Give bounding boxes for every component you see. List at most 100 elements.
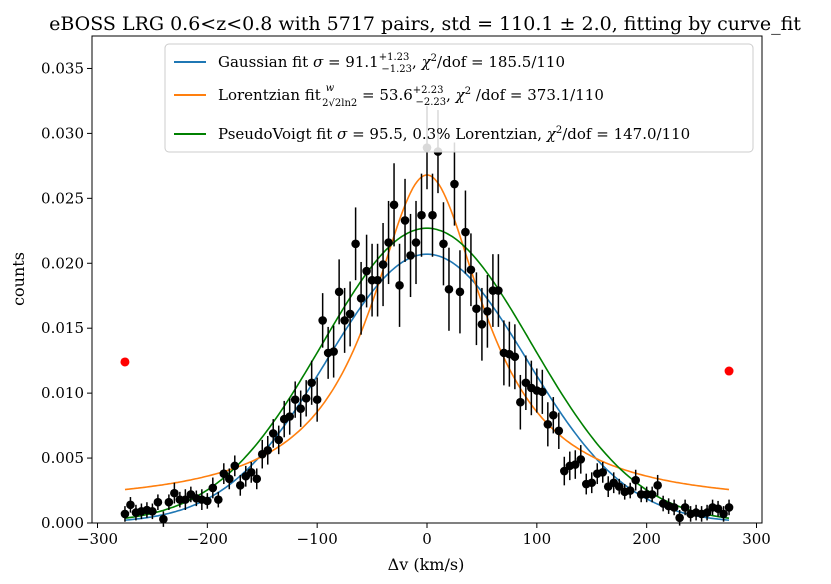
chart-title: eBOSS LRG 0.6<z<0.8 with 5717 pairs, std… bbox=[49, 13, 801, 35]
data-point bbox=[631, 475, 640, 485]
outlier-point bbox=[724, 366, 734, 376]
y-tick-label: 0.035 bbox=[41, 59, 84, 77]
data-point bbox=[148, 507, 157, 516]
data-point bbox=[384, 238, 393, 247]
data-point bbox=[263, 445, 273, 455]
data-point bbox=[675, 513, 684, 523]
data-point bbox=[400, 216, 410, 225]
x-tick-label: −200 bbox=[187, 530, 228, 548]
data-point bbox=[120, 509, 130, 519]
data-point bbox=[318, 316, 327, 325]
y-axis-label: counts bbox=[9, 252, 28, 306]
data-point bbox=[455, 287, 465, 297]
data-point bbox=[285, 412, 295, 421]
data-point bbox=[680, 503, 690, 512]
y-tick-label: 0.005 bbox=[41, 449, 84, 467]
data-point bbox=[203, 496, 212, 506]
data-point bbox=[538, 387, 547, 397]
data-point bbox=[153, 497, 163, 507]
x-tick-label: 100 bbox=[523, 530, 552, 548]
data-point bbox=[224, 474, 234, 484]
data-point bbox=[406, 251, 415, 260]
data-point bbox=[428, 210, 437, 220]
x-tick-label: 300 bbox=[742, 530, 771, 548]
data-point bbox=[516, 397, 525, 407]
data-point bbox=[356, 294, 366, 303]
data-point bbox=[713, 504, 723, 514]
data-point bbox=[576, 455, 586, 464]
data-point bbox=[549, 410, 558, 420]
data-point bbox=[461, 227, 470, 237]
data-point bbox=[274, 435, 284, 445]
data-point bbox=[450, 179, 459, 189]
data-point bbox=[570, 460, 580, 469]
data-point bbox=[345, 309, 355, 319]
outlier-point bbox=[120, 357, 130, 367]
data-point bbox=[164, 497, 174, 507]
data-point bbox=[373, 275, 382, 285]
y-axis-ticks: 0.000 0.005 0.010 0.015 0.020 0.025 0.030 0.035 bbox=[41, 59, 92, 532]
data-point bbox=[290, 395, 300, 404]
y-tick-label: 0.015 bbox=[41, 319, 84, 337]
data-point bbox=[724, 503, 734, 512]
plot-area bbox=[120, 106, 734, 527]
data-points bbox=[120, 143, 734, 524]
data-point bbox=[466, 265, 476, 275]
data-point bbox=[214, 495, 223, 504]
data-point bbox=[494, 286, 503, 295]
legend-entry-pseudovoigt: PseudoVoigt fit σ = 95.5, 0.3% Lorentzia… bbox=[218, 125, 690, 143]
x-axis-label: Δv (km/s) bbox=[388, 555, 465, 574]
data-point bbox=[159, 514, 168, 524]
data-point bbox=[301, 394, 311, 403]
data-point bbox=[521, 378, 531, 388]
data-point bbox=[559, 466, 569, 476]
data-point bbox=[230, 461, 240, 471]
x-tick-label: 200 bbox=[632, 530, 661, 548]
data-point bbox=[444, 284, 454, 294]
outlier-points bbox=[120, 357, 734, 376]
data-point bbox=[170, 488, 179, 498]
x-tick-label: 0 bbox=[422, 530, 432, 548]
data-point bbox=[181, 495, 190, 504]
data-point bbox=[669, 503, 679, 512]
data-point bbox=[362, 266, 371, 276]
data-point bbox=[554, 426, 564, 436]
data-point bbox=[378, 260, 388, 269]
data-point bbox=[472, 304, 481, 314]
data-point bbox=[312, 395, 322, 404]
data-point bbox=[411, 238, 421, 247]
data-point bbox=[334, 287, 344, 297]
x-axis-ticks: −300 −200 −100 0 100 200 300 bbox=[77, 523, 771, 548]
x-tick-label: −100 bbox=[297, 530, 338, 548]
data-point bbox=[219, 469, 229, 478]
data-point bbox=[340, 316, 349, 325]
legend-box bbox=[164, 43, 754, 153]
legend-entry-gaussian: Gaussian fit σ = 91.1+1.23 −1.23, χ2/dof … bbox=[218, 52, 565, 75]
fit-curves bbox=[124, 174, 730, 521]
data-point bbox=[477, 320, 487, 329]
error-bars bbox=[124, 106, 730, 527]
y-tick-label: 0.010 bbox=[41, 384, 84, 402]
data-point bbox=[510, 352, 520, 362]
data-point bbox=[647, 490, 657, 499]
x-tick-label: −300 bbox=[77, 530, 118, 548]
data-point bbox=[543, 420, 553, 429]
data-point bbox=[268, 429, 278, 438]
data-point bbox=[439, 239, 448, 249]
fit-line-lorentzian bbox=[124, 174, 730, 491]
y-tick-label: 0.020 bbox=[41, 254, 84, 272]
data-point bbox=[483, 307, 492, 316]
data-point bbox=[417, 210, 426, 220]
data-point bbox=[395, 281, 404, 290]
data-point bbox=[235, 481, 245, 490]
data-point bbox=[246, 468, 256, 477]
data-point bbox=[702, 508, 712, 517]
data-point bbox=[208, 483, 218, 493]
data-point bbox=[126, 500, 135, 510]
data-point bbox=[614, 482, 624, 491]
y-tick-label: 0.000 bbox=[41, 514, 84, 532]
data-point bbox=[587, 478, 597, 488]
data-point bbox=[719, 509, 728, 519]
data-point bbox=[296, 404, 305, 414]
